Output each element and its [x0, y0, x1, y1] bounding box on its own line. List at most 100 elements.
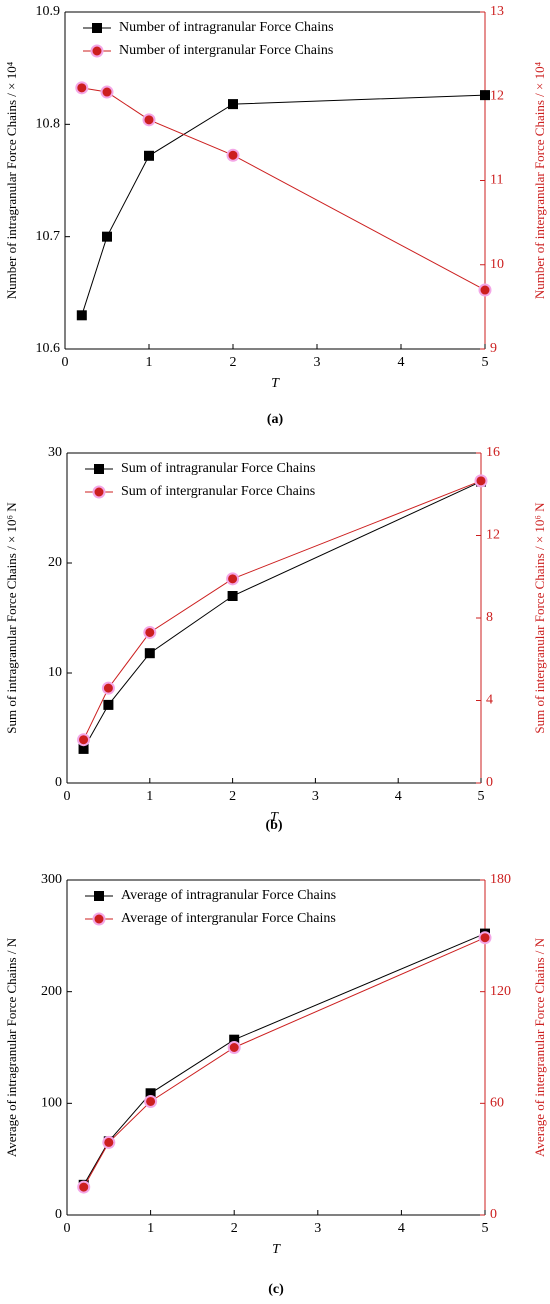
y-tick-label: 10 [48, 665, 62, 680]
legend-label: Number of intergranular Force Chains [119, 43, 333, 58]
marker [102, 231, 112, 242]
y-tick-label: 300 [41, 872, 62, 887]
legend-label: Average of intragranular Force Chains [121, 888, 336, 903]
y2-tick-label: 13 [490, 4, 504, 19]
y2-tick-label: 10 [490, 257, 504, 272]
marker [75, 81, 89, 95]
marker [228, 99, 238, 110]
y2-axis-title: Average of intergranular Force Chains / … [532, 937, 547, 1157]
legend-marker [92, 23, 102, 33]
series-line [83, 937, 486, 1188]
y-tick-label: 100 [41, 1096, 62, 1111]
y2-tick-label: 4 [486, 693, 493, 708]
x-tick-label: 2 [230, 355, 237, 370]
x-tick-label: 1 [146, 789, 153, 804]
legend-marker [94, 891, 104, 901]
y-tick-label: 200 [41, 984, 62, 999]
y-tick-label: 10.6 [36, 341, 61, 356]
x-tick-label: 0 [64, 789, 71, 804]
caption: (c) [268, 1282, 284, 1297]
marker [226, 148, 240, 162]
y2-tick-label: 0 [490, 1207, 497, 1222]
x-tick-label: 5 [482, 1221, 489, 1236]
marker [103, 699, 114, 710]
marker [229, 1034, 240, 1045]
x-tick-label: 3 [312, 789, 319, 804]
x-tick-label: 3 [314, 1221, 321, 1236]
legend-marker [92, 485, 106, 499]
x-tick-label: 0 [62, 355, 69, 370]
marker [227, 591, 238, 601]
marker [76, 310, 87, 321]
y2-tick-label: 16 [486, 445, 500, 460]
marker [144, 648, 155, 659]
legend-label: Sum of intragranular Force Chains [121, 461, 315, 476]
caption: (b) [265, 818, 282, 833]
x-tick-label: 3 [314, 355, 321, 370]
x-axis-title: T [272, 1242, 281, 1257]
marker [227, 1041, 241, 1054]
marker [77, 733, 91, 747]
x-tick-label: 0 [64, 1221, 71, 1236]
marker [226, 572, 240, 586]
x-tick-label: 2 [229, 789, 236, 804]
marker [145, 1088, 156, 1099]
marker [478, 931, 492, 945]
y-tick-label: 0 [55, 1207, 62, 1222]
y2-tick-label: 0 [486, 775, 493, 790]
y-axis-title: Sum of intragranular Force Chains / × 10… [4, 502, 19, 734]
marker [480, 90, 490, 101]
marker [478, 283, 492, 297]
marker [101, 681, 115, 695]
series-line [81, 94, 486, 316]
legend-label: Sum of intergranular Force Chains [121, 484, 315, 499]
x-axis-title: T [271, 376, 280, 391]
x-axis-title: T [270, 810, 279, 825]
marker [474, 474, 488, 488]
x-tick-label: 4 [395, 789, 402, 804]
y-axis-title: Number of intragranular Force Chains / ×… [4, 61, 19, 299]
y-tick-label: 0 [55, 775, 62, 790]
caption: (a) [267, 412, 284, 427]
marker [78, 743, 89, 754]
marker [144, 1094, 158, 1108]
y-axis-title: Average of intragranular Force Chains / … [4, 937, 19, 1157]
y2-tick-label: 180 [490, 872, 511, 887]
marker [143, 625, 157, 639]
y-tick-label: 10.7 [36, 229, 61, 244]
y2-tick-label: 9 [490, 341, 497, 356]
legend-marker [90, 44, 104, 58]
marker [142, 113, 156, 127]
series-line [83, 481, 482, 750]
y2-tick-label: 11 [490, 173, 503, 188]
y2-tick-label: 8 [486, 610, 493, 625]
series-line [81, 87, 486, 291]
y2-tick-label: 12 [486, 528, 500, 543]
marker [100, 85, 114, 99]
series-line [83, 933, 486, 1186]
y-tick-label: 10.8 [36, 117, 61, 132]
series-line [83, 480, 482, 740]
y2-axis-title: Sum of intergranular Force Chains / × 10… [532, 502, 547, 734]
x-tick-label: 4 [398, 1221, 405, 1236]
y-tick-label: 10.9 [36, 4, 61, 19]
y2-axis-title: Number of intergranular Force Chains / ×… [532, 61, 547, 299]
marker [102, 1135, 116, 1149]
marker [77, 1180, 91, 1194]
legend-marker [94, 464, 104, 474]
x-tick-label: 5 [482, 355, 489, 370]
legend-label: Number of intragranular Force Chains [119, 20, 334, 35]
y2-tick-label: 60 [490, 1096, 504, 1111]
y2-tick-label: 120 [490, 984, 511, 999]
x-tick-label: 2 [231, 1221, 238, 1236]
x-tick-label: 5 [478, 789, 485, 804]
y2-tick-label: 12 [490, 88, 504, 103]
y-tick-label: 20 [48, 555, 62, 570]
y-tick-label: 30 [48, 445, 62, 460]
legend-label: Average of intergranular Force Chains [121, 911, 336, 926]
x-tick-label: 4 [398, 355, 405, 370]
